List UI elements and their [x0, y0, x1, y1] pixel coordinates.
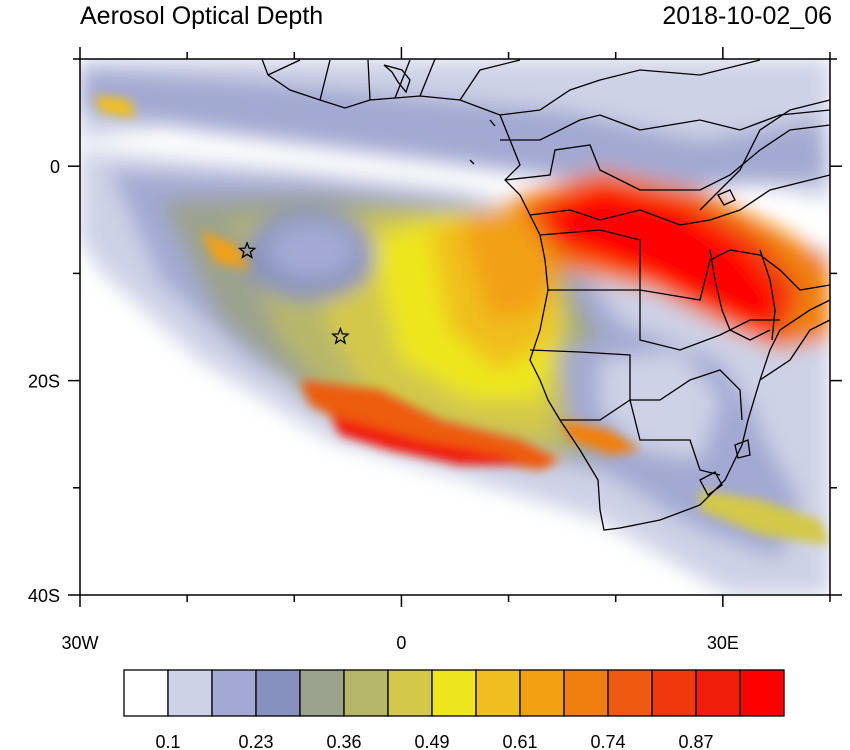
colorbar-label: 0.87 — [678, 732, 713, 750]
colorbar-label: 0.61 — [502, 732, 537, 750]
x-tick-label: 30E — [707, 633, 739, 653]
colorbar-swatch — [739, 669, 785, 717]
st-helena-star — [330, 326, 350, 345]
colorbar-label: 0.49 — [414, 732, 449, 750]
colorbar-swatch — [563, 669, 609, 717]
colorbar-swatch — [387, 669, 433, 717]
colorbar-swatch — [475, 669, 521, 717]
colorbar-label: 0.1 — [155, 732, 180, 750]
y-tick-label: 0 — [50, 157, 60, 177]
colorbar-swatch — [211, 669, 257, 717]
map-title: Aerosol Optical Depth — [80, 2, 324, 30]
map-timestamp: 2018-10-02_06 — [662, 2, 832, 30]
colorbar-swatch — [431, 669, 477, 717]
map-frame — [79, 58, 831, 596]
colorbar-swatch — [695, 669, 741, 717]
coastlines — [261, 59, 830, 531]
colorbar-swatch — [123, 669, 169, 717]
colorbar-swatch — [519, 669, 565, 717]
colorbar — [123, 669, 785, 717]
colorbar-swatch — [607, 669, 653, 717]
colorbar-swatch — [255, 669, 301, 717]
y-tick-label: 20S — [28, 372, 60, 392]
colorbar-label: 0.23 — [238, 732, 273, 750]
colorbar-swatch — [299, 669, 345, 717]
colorbar-swatch — [343, 669, 389, 717]
ascension-star — [237, 241, 257, 259]
y-tick-label: 40S — [28, 586, 60, 606]
x-tick-label: 30W — [61, 633, 98, 653]
colorbar-label: 0.74 — [590, 732, 625, 750]
x-tick-label: 0 — [396, 633, 406, 653]
colorbar-swatch — [167, 669, 213, 717]
colorbar-swatch — [651, 669, 697, 717]
colorbar-label: 0.36 — [326, 732, 361, 750]
aod-field — [80, 59, 830, 595]
